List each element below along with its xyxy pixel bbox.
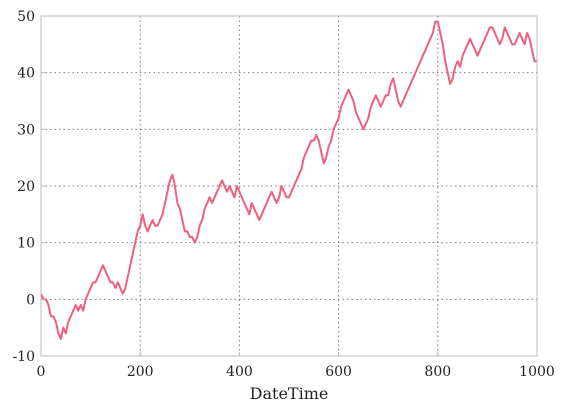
series-line	[40, 20, 537, 340]
x-tick-label: 0	[37, 364, 46, 380]
x-axis-label: DateTime	[250, 384, 329, 403]
y-tick-label: 40	[17, 66, 35, 82]
y-tick-label: 10	[17, 236, 35, 252]
y-tick-label: 50	[17, 9, 35, 25]
y-tick-label: -10	[12, 349, 35, 365]
x-tick-label: 400	[226, 364, 253, 380]
y-tick-label: 0	[26, 292, 35, 308]
x-tick-label: 800	[424, 364, 451, 380]
x-tick-label: 200	[127, 364, 154, 380]
series-layer	[40, 20, 537, 340]
y-tick-label: 30	[17, 122, 35, 138]
grid	[40, 15, 538, 357]
y-tick-label: 20	[17, 179, 35, 195]
x-tick-label: 600	[325, 364, 352, 380]
x-tick-label: 1000	[519, 364, 555, 380]
